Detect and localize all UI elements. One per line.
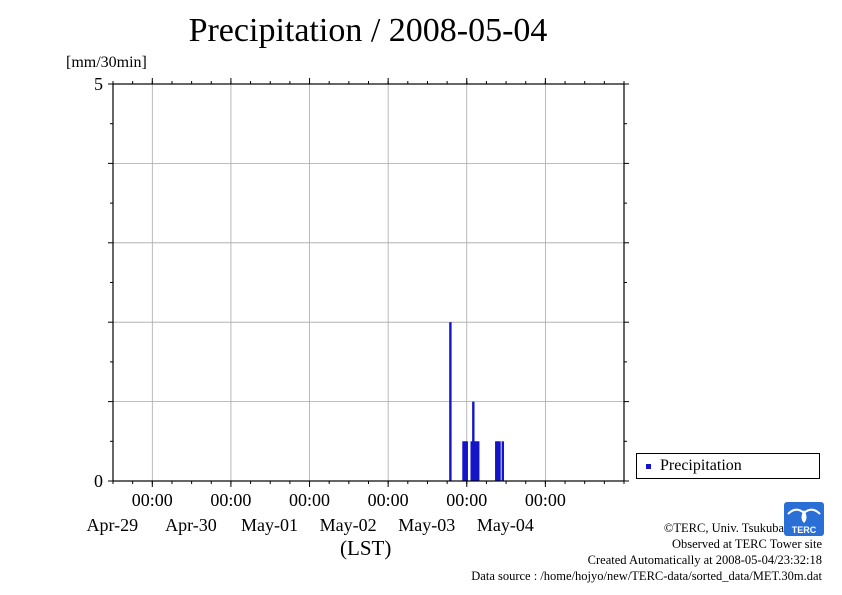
y-tick-label: 5 xyxy=(94,74,103,94)
chart-legend: Precipitation xyxy=(636,453,820,479)
chart-grid xyxy=(113,84,624,481)
precipitation-bar xyxy=(501,441,505,481)
svg-text:TERC: TERC xyxy=(792,525,817,535)
legend-label: Precipitation xyxy=(660,457,742,474)
precipitation-bar xyxy=(472,401,475,481)
copyright-text: ©TERC, Univ. Tsukuba xyxy=(663,521,784,535)
x-tick-date-label: Apr-29 xyxy=(86,515,138,535)
legend-swatch xyxy=(646,463,651,469)
x-tick-time-label: 00:00 xyxy=(210,490,251,510)
observed-site-text: Observed at TERC Tower site xyxy=(671,537,822,551)
y-tick-label: 0 xyxy=(94,471,103,491)
precipitation-bar xyxy=(477,441,480,481)
precipitation-bar xyxy=(462,441,465,481)
precipitation-bar xyxy=(498,441,501,481)
data-source-text: Data source : /home/hojyo/new/TERC-data/… xyxy=(471,569,822,583)
axis-ticks xyxy=(108,78,629,487)
plot-frame xyxy=(112,83,625,482)
x-tick-time-label: 00:00 xyxy=(446,490,487,510)
terc-logo: TERC xyxy=(784,502,824,536)
precipitation-bar xyxy=(465,441,468,481)
x-tick-date-label: Apr-30 xyxy=(165,515,217,535)
y-axis-unit-label: [mm/30min] xyxy=(66,54,147,71)
x-tick-time-label: 00:00 xyxy=(525,490,566,510)
x-tick-date-label: May-04 xyxy=(477,515,534,535)
x-tick-date-label: May-01 xyxy=(241,515,298,535)
created-timestamp-text: Created Automatically at 2008-05-04/23:3… xyxy=(587,553,822,567)
x-tick-time-label: 00:00 xyxy=(132,490,173,510)
x-tick-date-label: May-03 xyxy=(398,515,455,535)
precipitation-bar xyxy=(449,322,452,481)
axis-tick-labels: 0 5 00:00 Apr-29 00:00 Apr-30 00:00 May-01 00:00… xyxy=(86,74,565,535)
precipitation-bar xyxy=(470,441,473,481)
precipitation-bar xyxy=(496,441,500,481)
x-tick-time-label: 00:00 xyxy=(368,490,409,510)
precipitation-bar xyxy=(495,441,498,481)
chart-title: Precipitation / 2008-05-04 xyxy=(188,12,548,49)
x-tick-date-label: May-02 xyxy=(320,515,377,535)
precipitation-bar xyxy=(475,441,478,481)
x-tick-time-label: 00:00 xyxy=(289,490,330,510)
chart-credits: ©TERC, Univ. Tsukuba Observed at TERC To… xyxy=(471,520,822,584)
x-axis-label: (LST) xyxy=(340,536,392,560)
precipitation-bar xyxy=(473,441,477,481)
precipitation-bars xyxy=(449,322,505,481)
precipitation-bar xyxy=(463,441,467,481)
